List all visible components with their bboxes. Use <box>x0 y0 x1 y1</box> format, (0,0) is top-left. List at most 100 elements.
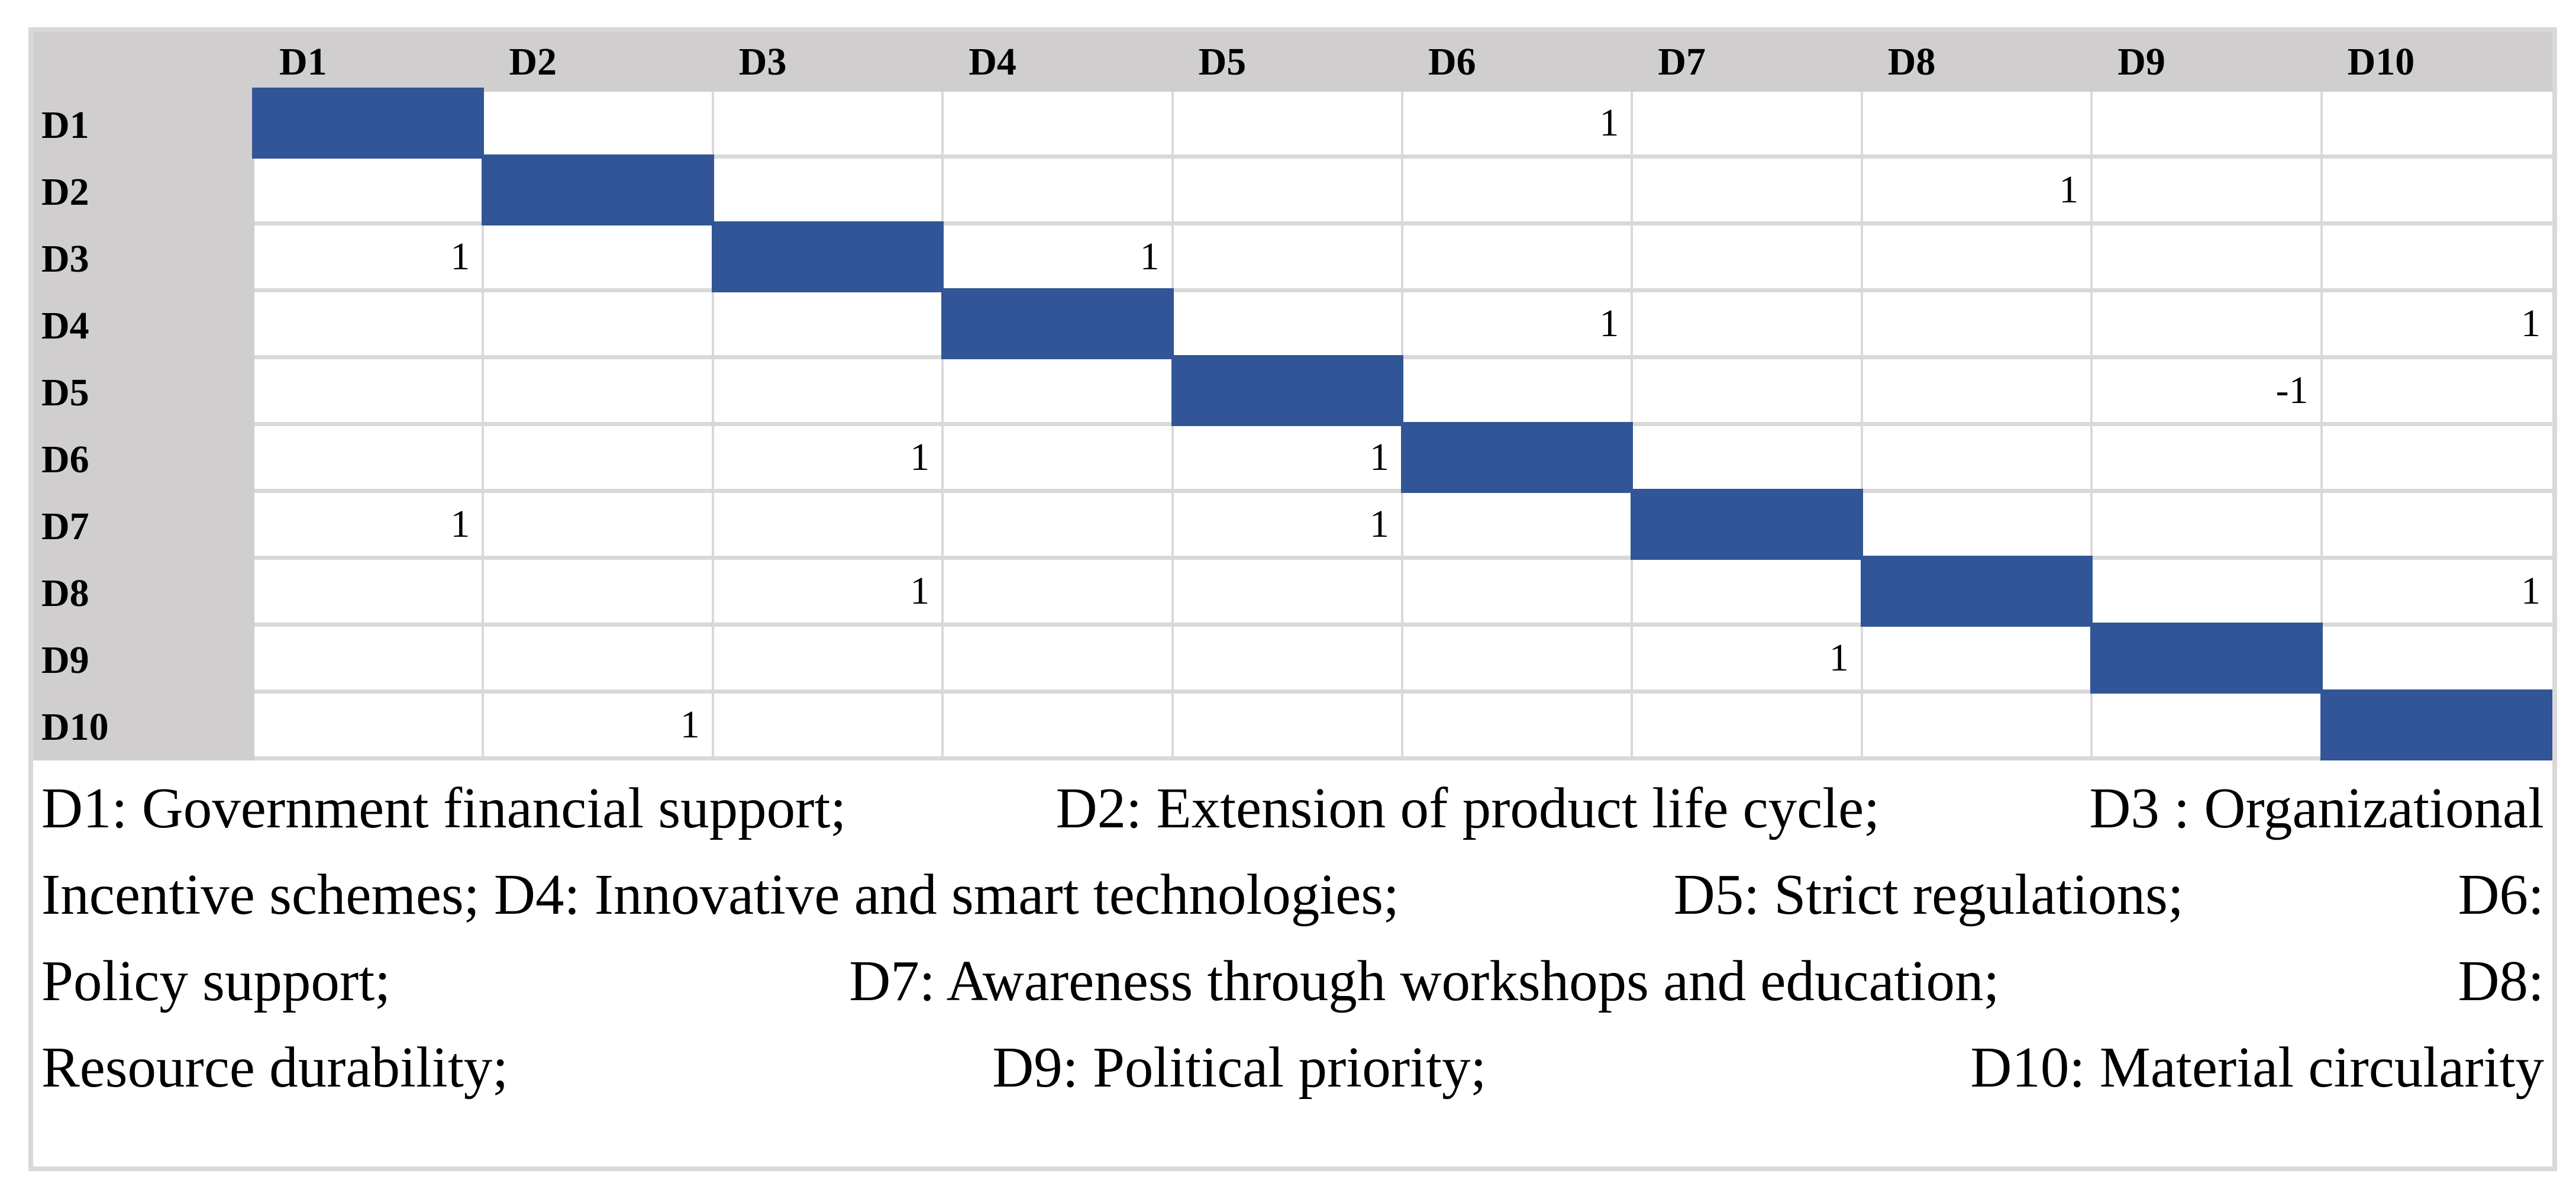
matrix-cell-D6-D4 <box>944 426 1174 493</box>
matrix-cell-D8-D1 <box>254 560 485 627</box>
matrix-cell-D10-D8 <box>1862 694 2093 760</box>
col-header-D9: D9 <box>2093 32 2323 92</box>
row-header-D7: D7 <box>33 493 254 560</box>
matrix-cell-D8-D4 <box>944 560 1174 627</box>
legend-segment-2-2: D5: Strict regulations; <box>1673 863 2184 926</box>
row-header-D1: D1 <box>33 92 254 159</box>
matrix-cell-D6-D7 <box>1633 426 1863 493</box>
matrix-cell-D7-D4 <box>944 493 1174 560</box>
matrix-cell-D8-D2 <box>484 560 714 627</box>
matrix-cell-D1-D2 <box>484 92 714 159</box>
matrix-cell-D8-D5 <box>1173 560 1403 627</box>
matrix-cell-D2-D3 <box>714 159 944 225</box>
matrix-cell-D2-D5 <box>1173 159 1403 225</box>
matrix-cell-D5-D1 <box>254 359 485 426</box>
matrix-cell-D5-D3 <box>714 359 944 426</box>
matrix-cell-D7-D3 <box>714 493 944 560</box>
matrix-cell-D2-D9 <box>2093 159 2323 225</box>
legend-line-1: D1: Government financial support; D2: Ext… <box>41 765 2544 852</box>
legend-segment-4-3: D10: Material circularity <box>1970 1036 2544 1099</box>
matrix-cell-D3-D10 <box>2322 225 2552 292</box>
matrix-cell-D4-D1 <box>254 292 485 359</box>
legend-line-4: Resource durability; D9: Political priori… <box>41 1024 2544 1111</box>
matrix-cell-D3-D5 <box>1173 225 1403 292</box>
matrix-cell-D4-D10: 1 <box>2322 292 2552 359</box>
matrix-cell-D7-D7 <box>1633 493 1863 560</box>
matrix-cell-D6-D10 <box>2322 426 2552 493</box>
matrix-cell-D8-D6 <box>1403 560 1634 627</box>
matrix-cell-D2-D7 <box>1633 159 1863 225</box>
matrix-cell-D6-D1 <box>254 426 485 493</box>
col-header-D2: D2 <box>484 32 714 92</box>
matrix-cell-D5-D4 <box>944 359 1174 426</box>
matrix-cell-D1-D6: 1 <box>1403 92 1634 159</box>
col-header-D10: D10 <box>2322 32 2552 92</box>
col-header-D1: D1 <box>254 32 485 92</box>
matrix-cell-D9-D10 <box>2322 627 2552 694</box>
row-header-D10: D10 <box>33 694 254 760</box>
matrix-cell-D1-D8 <box>1862 92 2093 159</box>
matrix-cell-D4-D9 <box>2093 292 2323 359</box>
matrix-cell-D7-D8 <box>1862 493 2093 560</box>
row-header-D5: D5 <box>33 359 254 426</box>
matrix-cell-D3-D2 <box>484 225 714 292</box>
matrix-cell-D10-D3 <box>714 694 944 760</box>
matrix-cell-D1-D5 <box>1173 92 1403 159</box>
row-header-D6: D6 <box>33 426 254 493</box>
col-header-D8: D8 <box>1862 32 2093 92</box>
matrix-cell-D7-D5: 1 <box>1173 493 1403 560</box>
matrix-cell-D4-D2 <box>484 292 714 359</box>
matrix-cell-D6-D3: 1 <box>714 426 944 493</box>
matrix-cell-D8-D7 <box>1633 560 1863 627</box>
matrix-cell-D2-D4 <box>944 159 1174 225</box>
matrix-cell-D5-D8 <box>1862 359 2093 426</box>
matrix-cell-D10-D4 <box>944 694 1174 760</box>
matrix-cell-D4-D7 <box>1633 292 1863 359</box>
matrix-cell-D1-D1 <box>254 92 485 159</box>
matrix-cell-D5-D2 <box>484 359 714 426</box>
row-header-D4: D4 <box>33 292 254 359</box>
matrix-cell-D2-D10 <box>2322 159 2552 225</box>
matrix-cell-D4-D4 <box>944 292 1174 359</box>
matrix-cell-D9-D4 <box>944 627 1174 694</box>
matrix-cell-D2-D8: 1 <box>1862 159 2093 225</box>
matrix-cell-D5-D10 <box>2322 359 2552 426</box>
legend-segment-1-3: D3 : Organizational <box>2089 776 2544 840</box>
matrix-cell-D10-D6 <box>1403 694 1634 760</box>
matrix-cell-D1-D10 <box>2322 92 2552 159</box>
matrix-cell-D3-D6 <box>1403 225 1634 292</box>
matrix-cell-D7-D2 <box>484 493 714 560</box>
row-header-D2: D2 <box>33 159 254 225</box>
matrix-cell-D10-D5 <box>1173 694 1403 760</box>
legend-line-3: Policy support; D7: Awareness through wor… <box>41 938 2544 1024</box>
matrix-cell-D1-D9 <box>2093 92 2323 159</box>
matrix-cell-D1-D7 <box>1633 92 1863 159</box>
matrix-cell-D1-D4 <box>944 92 1174 159</box>
matrix-cell-D9-D9 <box>2093 627 2323 694</box>
matrix-cell-D4-D8 <box>1862 292 2093 359</box>
matrix-cell-D6-D9 <box>2093 426 2323 493</box>
matrix-cell-D8-D9 <box>2093 560 2323 627</box>
matrix-cell-D3-D8 <box>1862 225 2093 292</box>
legend-segment-3-1: Policy support; <box>41 949 391 1013</box>
col-header-D7: D7 <box>1633 32 1863 92</box>
matrix-cell-D10-D9 <box>2093 694 2323 760</box>
matrix-cell-D6-D5: 1 <box>1173 426 1403 493</box>
matrix-cell-D8-D3: 1 <box>714 560 944 627</box>
legend-segment-1-1: D1: Government financial support; <box>41 776 847 840</box>
matrix-cell-D7-D6 <box>1403 493 1634 560</box>
matrix-cell-D2-D6 <box>1403 159 1634 225</box>
legend-segment-3-3: D8: <box>2458 949 2544 1013</box>
matrix-cell-D4-D6: 1 <box>1403 292 1634 359</box>
matrix-cell-D9-D7: 1 <box>1633 627 1863 694</box>
legend-line-2: Incentive schemes; D4: Innovative and sm… <box>41 852 2544 938</box>
matrix-cell-D5-D9: -1 <box>2093 359 2323 426</box>
matrix-cell-D3-D4: 1 <box>944 225 1174 292</box>
legend-segment-2-3: D6: <box>2458 863 2544 926</box>
matrix-cell-D8-D10: 1 <box>2322 560 2552 627</box>
matrix-cell-D10-D7 <box>1633 694 1863 760</box>
matrix-cell-D5-D6 <box>1403 359 1634 426</box>
matrix-cell-D7-D10 <box>2322 493 2552 560</box>
matrix-cell-D6-D6 <box>1403 426 1634 493</box>
matrix-corner-cell <box>33 32 254 92</box>
